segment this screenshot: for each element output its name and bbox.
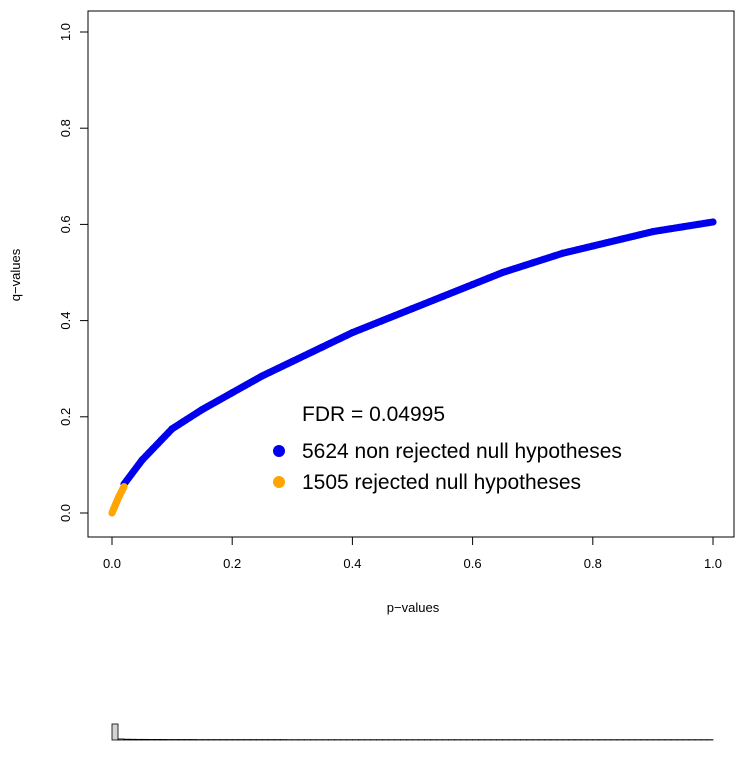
series-non-rejected [120,218,717,488]
y-tick-label: 0.4 [58,312,73,330]
p-value-histogram [111,723,714,741]
x-axis: 0.0 0.2 0.4 0.6 0.8 1.0 [103,536,722,571]
y-tick-label: 0.0 [58,504,73,522]
histogram-bar [129,738,137,741]
legend-label-rejected: 1505 rejected null hypotheses [302,471,581,494]
legend-marker-rejected [273,476,285,488]
data-point [120,482,128,491]
histogram-bar [147,739,155,741]
y-tick-label: 0.6 [58,215,73,233]
y-axis-label: q−values [8,248,23,301]
histogram-bar [141,738,149,741]
histogram-bar [117,738,125,741]
x-tick-label: 1.0 [704,556,722,571]
y-tick-label: 0.8 [58,119,73,137]
histogram-bar [123,738,131,741]
legend-title: FDR = 0.04995 [302,403,445,426]
histogram-bar [159,739,167,741]
histogram-bar [153,739,161,741]
y-tick-label: 1.0 [58,23,73,41]
x-tick-label: 0.8 [584,556,602,571]
x-tick-label: 0.6 [464,556,482,571]
x-tick-label: 0.0 [103,556,121,571]
legend-marker-non-rejected [273,445,285,457]
scatter-points [108,218,717,517]
data-point [709,218,717,226]
x-tick-label: 0.2 [223,556,241,571]
series-rejected [108,482,128,517]
x-tick-label: 0.4 [343,556,361,571]
y-tick-label: 0.2 [58,408,73,426]
legend-label-non-rejected: 5624 non rejected null hypotheses [302,440,622,463]
histogram-bar [111,723,119,741]
y-axis: 0.0 0.2 0.4 0.6 0.8 1.0 [58,23,89,522]
legend: FDR = 0.04995 5624 non rejected null hyp… [273,403,622,494]
x-axis-label: p−values [387,600,440,615]
histogram-bar [135,738,143,741]
